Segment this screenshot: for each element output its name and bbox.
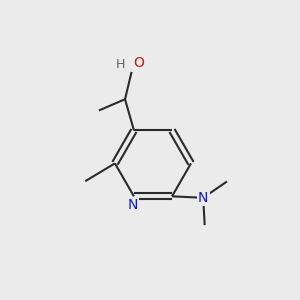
Text: N: N [127, 198, 138, 212]
Text: N: N [198, 191, 208, 205]
Text: O: O [133, 56, 144, 70]
Text: H: H [116, 58, 125, 71]
